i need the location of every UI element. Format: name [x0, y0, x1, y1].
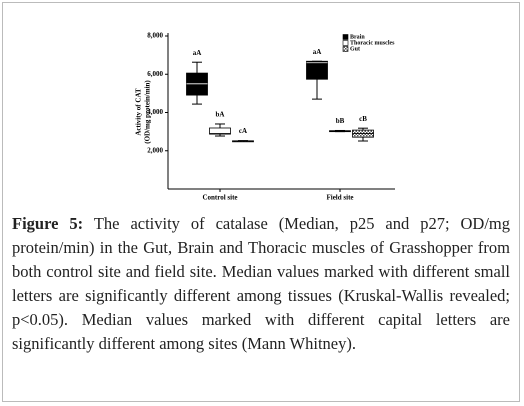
x-tick-label: Control site [202, 194, 237, 200]
legend-swatch [342, 34, 349, 40]
y-tick-label: 8,000 [147, 32, 163, 40]
chart: Activity of CAT (OD/mg protein/min) 2,00… [135, 32, 396, 200]
legend-label: Gut [350, 46, 360, 52]
y-tick-label: 4,000 [147, 108, 163, 116]
group-label: aA [193, 49, 202, 57]
caption-label: Figure 5: [12, 214, 84, 233]
group-label: cB [359, 115, 367, 123]
group-label: cA [239, 127, 247, 135]
y-axis-title: Activity of CAT [135, 88, 143, 136]
figure-frame [2, 2, 520, 402]
box [306, 60, 328, 80]
x-tick-label: Field site [326, 194, 353, 200]
box [209, 127, 231, 135]
y-axis-title: (OD/mg protein/min) [144, 80, 152, 144]
legend-swatch [342, 46, 349, 52]
y-tick-label: 2,000 [147, 146, 163, 154]
caption-text: The activity of catalase (Median, p25 an… [12, 214, 511, 353]
group-label: aA [313, 48, 322, 56]
y-tick-label: 6,000 [147, 70, 163, 78]
caption: Figure 5: The activity of catalase (Medi… [12, 212, 510, 356]
group-label: bA [216, 111, 225, 119]
legend-label: Thoracic muscles [350, 40, 395, 46]
legend-label: Brain [350, 34, 365, 40]
group-label: bB [336, 117, 345, 125]
legend-swatch [342, 40, 349, 46]
